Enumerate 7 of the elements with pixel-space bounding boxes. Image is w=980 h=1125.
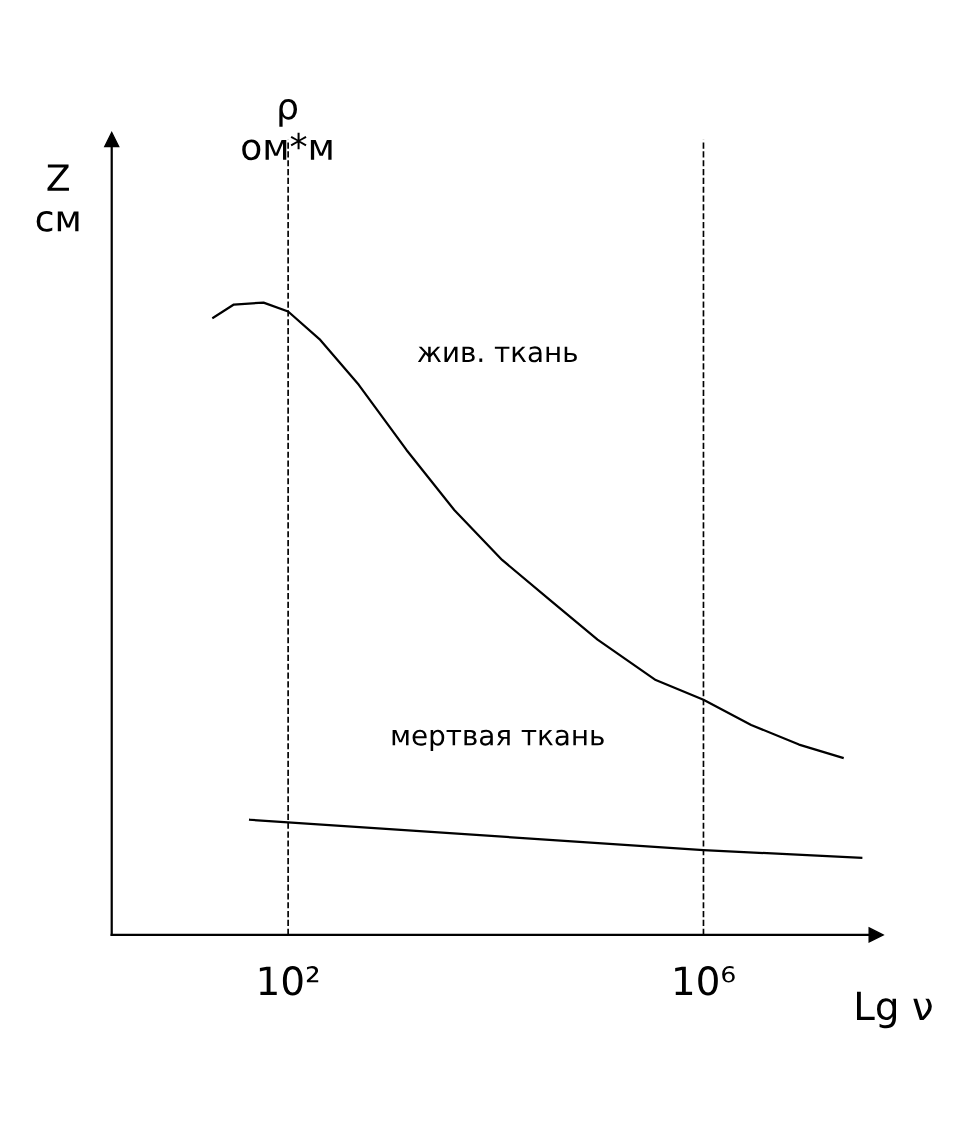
text: мертвая ткань	[392, 729, 604, 752]
x-tick-label: 10⁶	[675, 966, 735, 996]
x-tick-label: 10²	[259, 966, 319, 996]
text: жив. ткань	[417, 346, 577, 363]
text: ρ ом*м	[242, 98, 332, 161]
x-axis-title: Lg ν	[857, 991, 932, 1029]
y-axis-title: Z см	[36, 164, 79, 232]
